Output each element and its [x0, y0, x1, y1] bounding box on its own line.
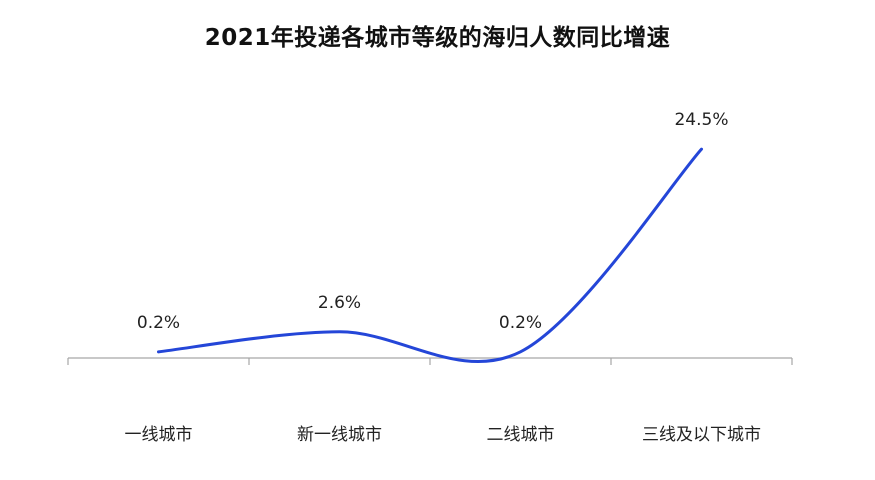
- category-label: 一线城市: [125, 425, 193, 445]
- data-label: 24.5%: [674, 110, 728, 130]
- data-label: 2.6%: [318, 293, 361, 313]
- data-label: 0.2%: [499, 313, 542, 333]
- x-axis: [67, 357, 793, 365]
- data-label: 0.2%: [137, 313, 180, 333]
- category-label: 二线城市: [487, 425, 555, 445]
- series-group: [157, 147, 703, 363]
- series-line: [157, 147, 703, 363]
- category-labels: 一线城市 新一线城市 二线城市 三线及以下城市: [125, 425, 762, 445]
- chart-title: 2021年投递各城市等级的海归人数同比增速: [204, 25, 671, 51]
- data-labels: 0.2% 2.6% 0.2% 24.5%: [137, 110, 729, 333]
- category-label: 新一线城市: [297, 425, 382, 445]
- category-label: 三线及以下城市: [642, 425, 761, 445]
